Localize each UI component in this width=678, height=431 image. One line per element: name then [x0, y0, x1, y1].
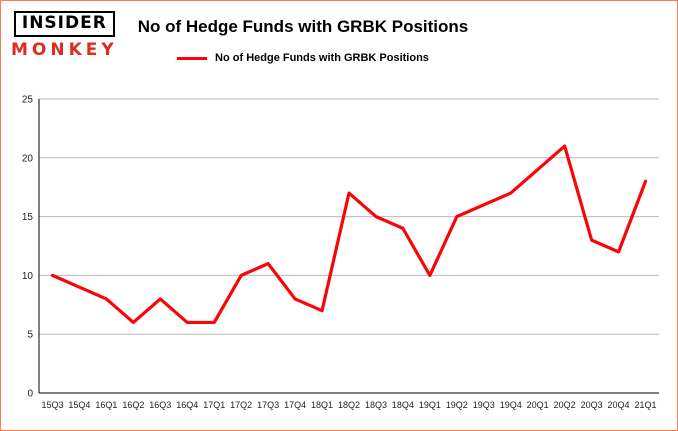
- title-block: No of Hedge Funds with GRBK Positions No…: [138, 11, 469, 64]
- x-tick-label: 20Q3: [581, 400, 603, 410]
- header: INSIDER MONKEY No of Hedge Funds with GR…: [1, 1, 677, 64]
- x-tick-label: 16Q1: [95, 400, 117, 410]
- x-tick-label: 17Q1: [203, 400, 225, 410]
- logo-monkey-text: MONKEY: [11, 39, 118, 60]
- line-chart: 0 5 10 15 20 25 15Q3 15Q4 16Q1 16Q2 16Q3 16Q4 17Q1 17…: [22, 95, 659, 410]
- chart-title: No of Hedge Funds with GRBK Positions: [137, 17, 469, 36]
- x-tick-label: 19Q2: [446, 400, 468, 410]
- legend-line-swatch: [177, 56, 208, 60]
- x-tick-label: 20Q4: [608, 400, 630, 410]
- x-tick-label: 17Q2: [230, 400, 252, 410]
- x-tick-label: 16Q2: [122, 400, 144, 410]
- x-tick-label: 20Q1: [527, 400, 549, 410]
- x-tick-label: 19Q3: [473, 400, 495, 410]
- y-tick-label: 10: [22, 271, 34, 282]
- x-tick-label: 21Q1: [635, 400, 657, 410]
- x-tick-label: 15Q3: [41, 400, 63, 410]
- y-tick-label: 15: [22, 212, 34, 223]
- y-tick-label: 25: [22, 95, 34, 106]
- legend: No of Hedge Funds with GRBK Positions: [177, 52, 429, 64]
- logo-insider-text: INSIDER: [13, 11, 115, 37]
- legend-label: No of Hedge Funds with GRBK Positions: [215, 52, 429, 64]
- x-tick-label: 18Q1: [311, 400, 333, 410]
- x-tick-label: 19Q4: [500, 400, 522, 410]
- x-tick-label: 20Q2: [554, 400, 576, 410]
- chart-area: 0 5 10 15 20 25 15Q3 15Q4 16Q1 16Q2 16Q3 16Q4 17Q1 17…: [7, 83, 671, 430]
- x-tick-label: 19Q1: [419, 400, 441, 410]
- x-tick-label: 15Q4: [68, 400, 90, 410]
- insider-monkey-logo: INSIDER MONKEY: [11, 11, 118, 60]
- x-tick-label: 16Q4: [176, 400, 198, 410]
- y-tick-label: 0: [27, 389, 33, 400]
- x-tick-label: 17Q4: [284, 400, 306, 410]
- x-tick-label: 18Q4: [392, 400, 414, 410]
- x-tick-label: 17Q3: [257, 400, 279, 410]
- series-line: [50, 144, 648, 325]
- y-tick-label: 20: [22, 153, 34, 164]
- y-tick-label: 5: [27, 330, 33, 341]
- x-tick-label: 18Q2: [338, 400, 360, 410]
- x-tick-label: 18Q3: [365, 400, 387, 410]
- x-tick-label: 16Q3: [149, 400, 171, 410]
